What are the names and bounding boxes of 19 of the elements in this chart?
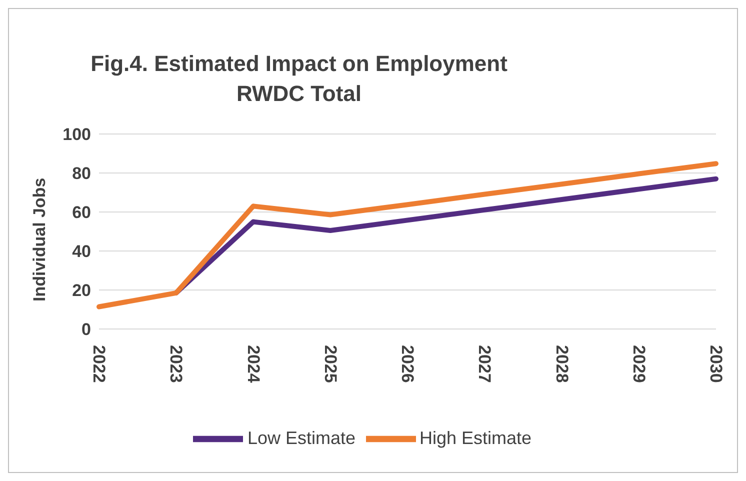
chart-title: Fig.4. Estimated Impact on Employment RWDC Total xyxy=(90,50,508,108)
x-tick-label: 2028 xyxy=(552,345,572,383)
x-tick-label: 2025 xyxy=(320,345,340,383)
legend-label: Low Estimate xyxy=(247,428,356,448)
x-tick-label: 2029 xyxy=(629,345,648,383)
y-tick-label: 100 xyxy=(62,125,91,144)
legend-label: High Estimate xyxy=(420,428,532,448)
y-axis-title: Individual Jobs xyxy=(30,178,50,302)
x-tick-label: 2023 xyxy=(166,345,186,383)
x-tick-label: 2030 xyxy=(706,345,726,383)
x-tick-label: 2024 xyxy=(244,345,263,384)
x-tick-label: 2022 xyxy=(90,345,108,383)
x-tick-label: 2027 xyxy=(475,345,494,383)
y-tick-label: 60 xyxy=(72,203,91,222)
y-tick-label: 80 xyxy=(72,164,91,184)
y-tick-label: 40 xyxy=(72,242,91,262)
y-tick-label: 20 xyxy=(72,281,91,300)
x-tick-label: 2026 xyxy=(398,345,417,383)
y-tick-label: 0 xyxy=(82,320,91,340)
